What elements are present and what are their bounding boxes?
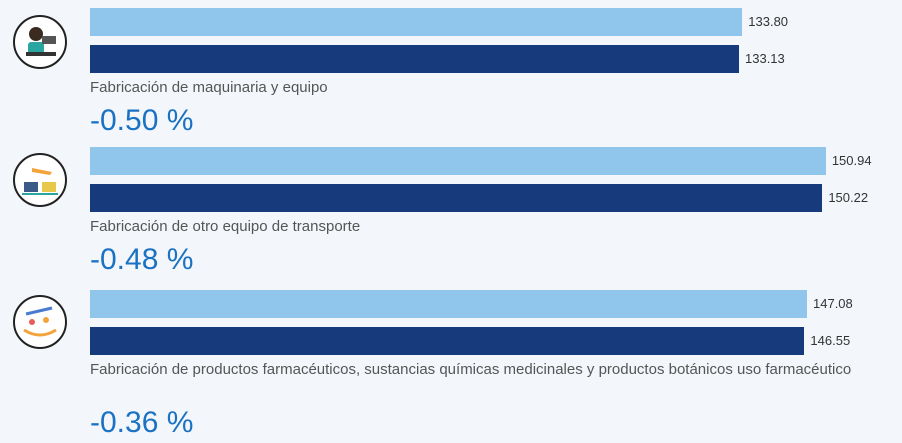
bar [90,8,743,36]
icon [13,15,67,69]
change-label: -0.36 % [90,406,194,439]
icon [13,295,67,349]
category-label: Fabricación de productos farmacéuticos, … [90,361,852,378]
value-label: 133.80 [748,14,789,29]
value-label: 133.13 [745,51,785,66]
value-label: 150.94 [831,153,872,168]
category-label: Fabricación de maquinaria y equipo [90,79,328,96]
change-label: -0.48 % [90,243,194,276]
category-label: Fabricación de otro equipo de transporte [90,218,361,235]
change-label: -0.50 % [90,104,194,137]
bar [90,45,739,73]
value-label: 147.08 [813,296,853,311]
bar [90,184,823,212]
bar [90,290,807,318]
bar [90,147,826,175]
value-label: 150.22 [828,190,869,205]
bar [90,327,805,355]
value-label: 146.55 [810,333,851,348]
icon [13,153,67,207]
